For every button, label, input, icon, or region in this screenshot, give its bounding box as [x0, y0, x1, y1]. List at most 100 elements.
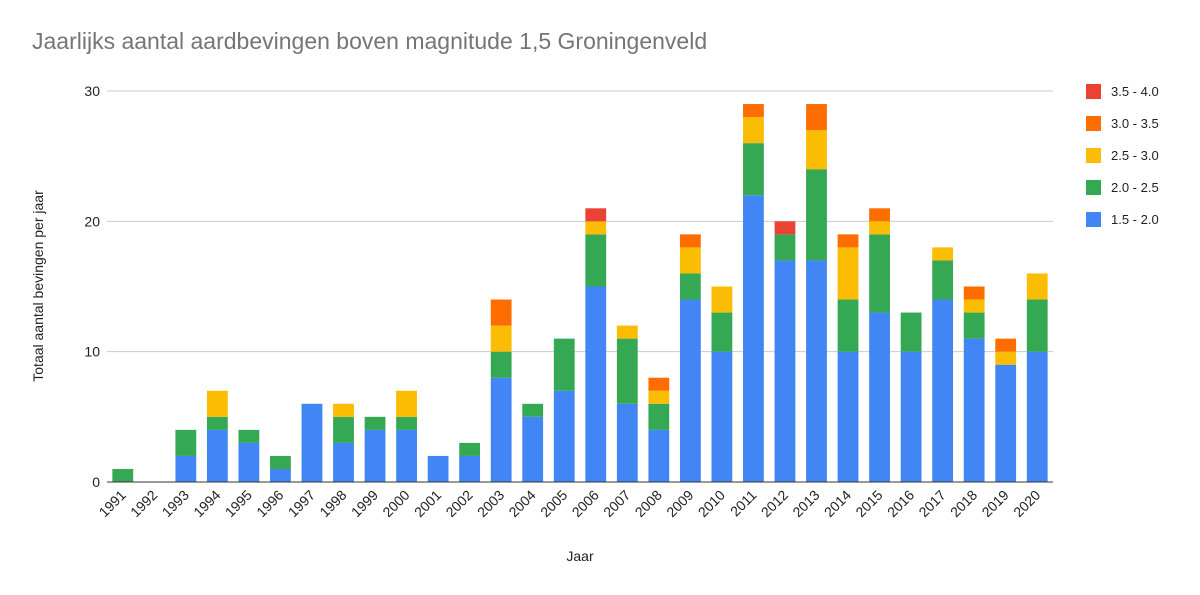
bar-segment — [774, 260, 796, 482]
x-tick-label: 2002 — [442, 487, 475, 520]
x-tick-label: 2019 — [978, 487, 1011, 520]
bar-segment — [679, 234, 701, 248]
y-tick-label: 10 — [84, 344, 100, 360]
bar-segment — [806, 130, 827, 170]
y-tick-label: 0 — [92, 474, 100, 490]
x-tick-label: 2017 — [915, 487, 948, 520]
bar-segment — [743, 104, 764, 118]
bar-segment — [301, 403, 323, 482]
x-tick-label: 2011 — [727, 487, 760, 520]
x-tick-label: 2003 — [474, 487, 507, 520]
bar-segment — [774, 221, 796, 235]
bar-segment — [364, 429, 386, 482]
x-tick-label: 1996 — [253, 487, 286, 520]
x-tick-label: 2007 — [600, 487, 633, 520]
bar-segment — [711, 286, 733, 313]
x-tick-label: 1999 — [348, 487, 381, 520]
bar-segment — [648, 403, 670, 430]
x-tick-label: 1992 — [127, 487, 160, 520]
bar-segment — [616, 338, 638, 404]
x-tick-label: 2020 — [1010, 487, 1043, 520]
bar-segment — [837, 299, 859, 352]
bar-segment — [679, 299, 701, 482]
bar-segment — [206, 429, 228, 482]
x-tick-label: 1998 — [316, 487, 349, 520]
bar-segment — [932, 247, 954, 261]
bar-segment — [175, 455, 197, 482]
bar-segment — [869, 221, 890, 235]
bar-segment — [616, 403, 638, 482]
legend-swatch — [1086, 116, 1101, 131]
bar-segment — [995, 338, 1017, 352]
x-tick-label: 2005 — [537, 487, 570, 520]
bar-segment — [459, 455, 481, 482]
bar-segment — [333, 416, 354, 443]
bar-segment — [837, 351, 859, 482]
x-tick-label: 2000 — [379, 487, 412, 520]
y-tick-label: 20 — [84, 213, 100, 229]
bar-segment — [995, 351, 1017, 365]
bar-segment — [963, 312, 985, 339]
bar-segment — [490, 299, 512, 326]
legend-swatch — [1086, 212, 1101, 227]
bar-segment — [932, 260, 954, 300]
x-tick-label: 2018 — [947, 487, 980, 520]
bar-segment — [963, 299, 985, 313]
bar-segment — [206, 390, 228, 417]
bar-segment — [963, 338, 985, 482]
gridlines — [107, 90, 1053, 353]
chart-title: Jaarlijks aantal aardbevingen boven magn… — [32, 28, 708, 54]
bar-segment — [522, 403, 544, 417]
x-tick-label: 1994 — [190, 487, 223, 520]
x-tick-label: 1991 — [96, 487, 129, 520]
bar-segment — [396, 429, 417, 482]
x-tick-label: 2009 — [663, 487, 696, 520]
x-tick-label: 1997 — [285, 487, 318, 520]
x-tick-label: 1995 — [222, 487, 255, 520]
bar-segment — [333, 442, 354, 482]
x-tick-label: 2012 — [758, 487, 791, 520]
bar-segment — [206, 416, 228, 430]
bar-segment — [743, 195, 764, 482]
legend-swatch — [1086, 148, 1101, 163]
bar-segment — [364, 416, 386, 430]
bar-segment — [995, 364, 1017, 482]
bar-segment — [869, 234, 890, 313]
bar-segment — [1026, 351, 1048, 482]
bar-segment — [648, 377, 670, 391]
bars — [112, 104, 1048, 482]
bar-segment — [175, 429, 197, 456]
bar-segment — [585, 286, 607, 482]
bar-segment — [396, 416, 417, 430]
x-tick-label: 2014 — [821, 487, 854, 520]
bar-segment — [490, 377, 512, 482]
x-tick-label: 2013 — [789, 487, 822, 520]
bar-segment — [837, 247, 859, 300]
bar-segment — [869, 208, 890, 222]
bar-segment — [900, 312, 922, 352]
legend-label: 3.5 - 4.0 — [1111, 84, 1159, 99]
y-axis-title: Totaal aantal bevingen per jaar — [30, 190, 46, 382]
bar-segment — [585, 208, 607, 222]
bar-segment — [585, 234, 607, 287]
bar-segment — [427, 455, 449, 482]
legend-label: 1.5 - 2.0 — [1111, 212, 1159, 227]
bar-segment — [963, 286, 985, 300]
bar-segment — [774, 234, 796, 261]
x-tick-label: 2015 — [852, 487, 885, 520]
bar-segment — [743, 117, 764, 144]
bar-segment — [490, 351, 512, 378]
bar-segment — [238, 429, 260, 443]
x-tick-label: 2006 — [569, 487, 602, 520]
legend-label: 2.5 - 3.0 — [1111, 148, 1159, 163]
bar-segment — [679, 273, 701, 300]
bar-segment — [900, 351, 922, 482]
bar-segment — [238, 442, 260, 482]
bar-segment — [459, 442, 481, 456]
bar-segment — [1026, 273, 1048, 300]
bar-segment — [837, 234, 859, 248]
x-tick-label: 1993 — [159, 487, 192, 520]
bar-segment — [553, 338, 575, 391]
bar-segment — [112, 468, 134, 482]
